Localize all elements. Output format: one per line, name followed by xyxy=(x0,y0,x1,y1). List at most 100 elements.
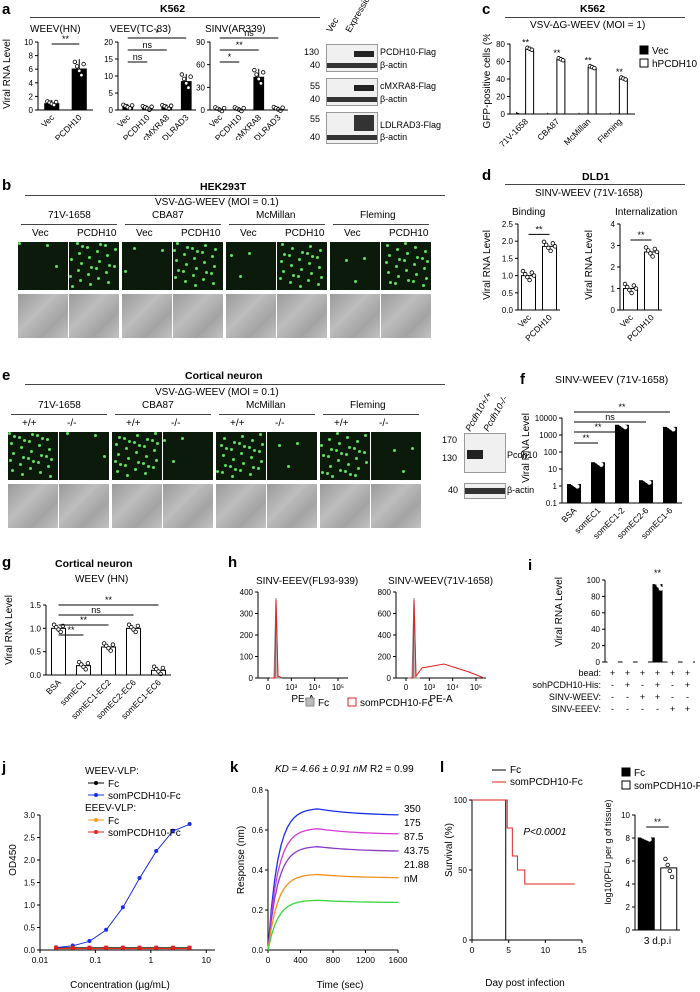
strain-rule xyxy=(323,414,419,415)
tick-label: 10 xyxy=(621,811,630,820)
tick-label: 200 xyxy=(240,631,254,640)
strain-rule xyxy=(21,224,117,225)
sign: - xyxy=(671,692,674,702)
sign: - xyxy=(611,704,614,714)
panel-g-chart: Viral RNA Level 0.00.51.01.5BSAsomEC1som… xyxy=(4,595,171,721)
strain-rule xyxy=(125,224,221,225)
legend-label: Fc xyxy=(108,779,119,790)
tick-label: 2 xyxy=(29,92,34,101)
sign: + xyxy=(670,668,675,678)
y-label: Response (nm) xyxy=(236,826,247,894)
tick-label: 0.4 xyxy=(252,866,264,875)
data-point xyxy=(170,828,175,833)
bar xyxy=(180,81,192,110)
tick-label: 10⁴ xyxy=(308,683,321,692)
histogram-som xyxy=(271,599,283,679)
tick-label: 1.5 xyxy=(24,879,36,888)
fluorescence-image xyxy=(330,242,380,290)
legend-unit: nM xyxy=(404,874,418,885)
fluorescence-image xyxy=(173,242,223,290)
bar xyxy=(652,584,663,662)
bar xyxy=(44,103,60,110)
data-point xyxy=(667,868,673,874)
data-point xyxy=(529,270,534,275)
plot-title: SINV-EEEV(FL93-939) xyxy=(256,576,358,587)
legend-label: 350 xyxy=(404,804,421,815)
sig-label: ** xyxy=(236,40,244,50)
panel-c-rule xyxy=(505,17,685,18)
legend-label: hPCDH10 xyxy=(652,59,697,70)
mw: 130 xyxy=(304,47,320,57)
tick-label: 400 xyxy=(240,588,254,597)
data-point xyxy=(133,629,138,635)
category-label: BSA xyxy=(44,677,63,696)
tick-label: 1.5 xyxy=(30,601,42,610)
panel-e-blot: Pcdh10+/+ Pcdh10-/- 170 130 40 Pcdh10 β-… xyxy=(440,390,538,525)
condition-label: -/- xyxy=(67,418,77,429)
bar xyxy=(525,48,535,115)
panel-h-histograms: SINV-EEEV(FL93-939) SINV-WEEV(71V-1658) … xyxy=(240,576,493,709)
panel-d-letter: d xyxy=(482,167,492,184)
bar xyxy=(556,59,566,115)
tick-label: 0.5 xyxy=(24,924,36,933)
panel-j-chart: OD450 Concentration (µg/mL) 0.0 0.5 1.0 1.5… xyxy=(8,766,215,991)
condition-label: PCDH10 xyxy=(181,228,221,239)
tick-label: 0 xyxy=(596,658,601,667)
sig-label: ** xyxy=(582,433,590,443)
panel-b-letter: b xyxy=(2,177,12,194)
panel-d-title: DLD1 xyxy=(582,171,610,183)
tick-label: 10⁵ xyxy=(470,683,482,692)
data-point xyxy=(154,945,159,950)
tick-label: 1.0 xyxy=(24,901,36,910)
legend-label: somPCDH10-Fc xyxy=(634,781,700,792)
category-label: PCDH10 xyxy=(53,112,84,140)
tick-label: 8 xyxy=(29,52,34,61)
data-point xyxy=(120,945,125,950)
x-label: PE-A xyxy=(291,694,315,705)
condition-label: +/+ xyxy=(126,418,141,429)
sig-label: ** xyxy=(80,615,88,625)
strain-rule xyxy=(219,414,315,415)
sign: + xyxy=(640,668,645,678)
histogram-som xyxy=(409,599,485,679)
panel-e-rule xyxy=(25,384,445,385)
x-label: 3 d.p.i xyxy=(644,936,671,947)
data-point xyxy=(85,661,91,666)
strain-rule xyxy=(229,224,325,225)
tick-label: 10 xyxy=(548,465,557,474)
data-point xyxy=(671,427,676,432)
band-label: LDLRAD3-Flag xyxy=(380,120,442,130)
legend-swatch xyxy=(621,780,631,790)
legend-swatch xyxy=(639,58,649,68)
condition-label: +/+ xyxy=(22,418,37,429)
data-point xyxy=(258,81,264,86)
tick-label: 10⁴ xyxy=(446,683,459,692)
tick-label: 0.0 xyxy=(252,946,264,955)
tick-label: 0 xyxy=(626,926,631,935)
band-label: β-actin xyxy=(380,132,408,142)
sig-label: ns xyxy=(605,412,615,422)
data-point xyxy=(188,74,193,79)
tick-label: 10 xyxy=(24,38,33,47)
sign: + xyxy=(655,668,660,678)
y-label: OD450 xyxy=(8,844,19,876)
legend-title: WEEV-VLP: xyxy=(85,766,139,777)
tick-label: 2.0 xyxy=(502,237,514,246)
tick-label: 15 xyxy=(104,55,113,64)
mw: 130 xyxy=(442,453,458,463)
data-point xyxy=(654,249,660,255)
fluorescence-image xyxy=(122,242,172,290)
sign: - xyxy=(626,692,629,702)
sig-label: ns xyxy=(91,605,101,615)
tick-label: 0.1 xyxy=(546,499,558,508)
mw: 170 xyxy=(442,435,458,445)
data-point xyxy=(613,659,618,664)
sig-label: ** xyxy=(594,422,602,432)
survival-fc xyxy=(472,799,582,941)
data-point xyxy=(624,284,630,290)
tick-label: 10 xyxy=(541,945,551,955)
chart-title: Binding xyxy=(512,207,545,218)
tick-label: 400 xyxy=(378,631,392,640)
tick-label: 2.5 xyxy=(502,220,514,229)
sig-label: ** xyxy=(535,224,543,234)
